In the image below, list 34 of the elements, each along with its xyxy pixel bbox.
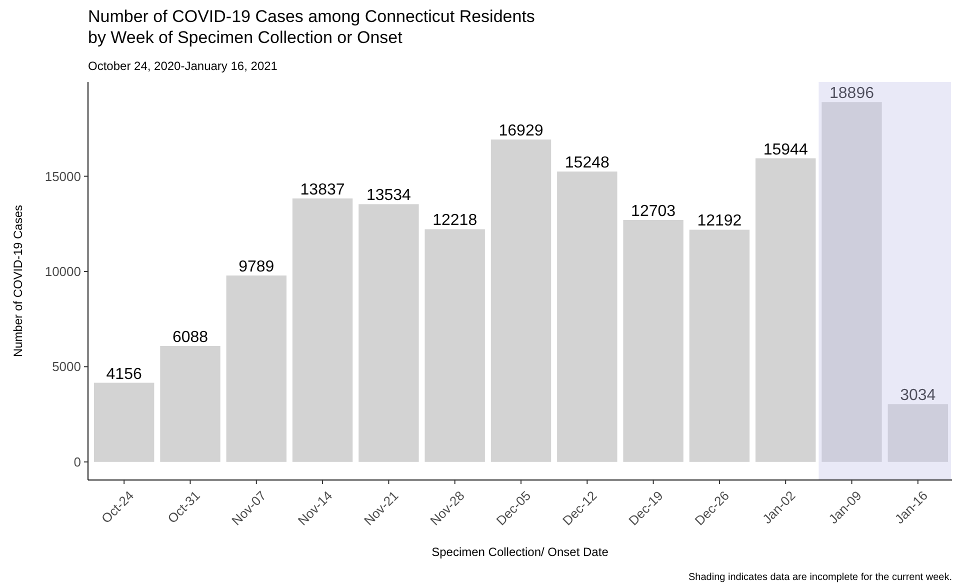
data-label: 4156: [106, 366, 142, 383]
data-label: 9789: [238, 258, 274, 276]
y-axis-title: Number of COVID-19 Cases: [11, 204, 25, 358]
bar: [160, 346, 220, 462]
chart-title: Number of COVID-19 Cases among Connecticut Residents by Week of Specimen Collection or Onset: [88, 7, 535, 47]
x-axis-title: Specimen Collection/ Onset Date: [432, 545, 609, 559]
data-label: 18896: [830, 85, 874, 102]
bar: [623, 220, 684, 462]
y-tick-label: 5000: [52, 359, 81, 374]
data-label: 12192: [697, 212, 742, 230]
text: Shading indicates data are incomplete for the current week.: [688, 572, 952, 583]
bar: [94, 382, 154, 462]
bar: [490, 140, 552, 462]
data-label: 16929: [498, 122, 544, 140]
chart-subtitle: October 24, 2020-January 16, 2021: [88, 59, 278, 73]
y-tick-label: 0: [74, 454, 81, 470]
bar: [756, 158, 816, 462]
data-label: 6088: [172, 328, 208, 346]
data-label: 3034: [900, 387, 936, 404]
data-label: 12703: [631, 203, 676, 220]
data-label: 15944: [763, 141, 808, 158]
bar: [557, 172, 618, 462]
data-label: 13837: [300, 181, 345, 198]
bar: [689, 230, 750, 462]
data-label: 12218: [432, 212, 478, 230]
data-label: 15248: [564, 154, 610, 172]
bar: [226, 275, 286, 462]
y-tick-label: 15000: [44, 168, 81, 184]
bar: [888, 404, 948, 462]
y-tick-label: 10000: [44, 264, 81, 280]
bar: [292, 198, 353, 462]
data-label: 13534: [366, 187, 412, 204]
bar: [358, 204, 419, 462]
bar: [424, 229, 485, 462]
